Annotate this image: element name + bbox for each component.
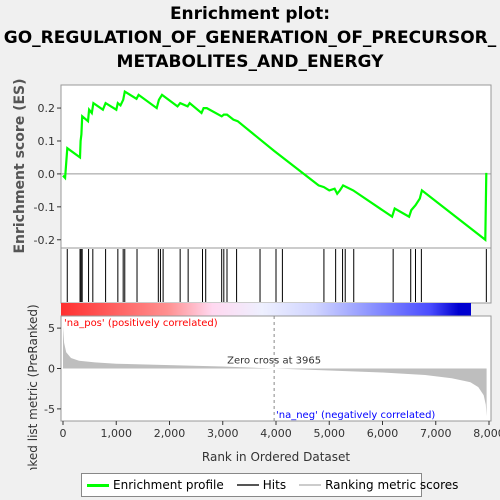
legend-metric: Ranking metric scores (299, 478, 458, 492)
es-y-tick-label: 0.2 (38, 102, 56, 115)
rank-color-bar (61, 303, 471, 316)
metric-y-tick-label: 0 (48, 363, 55, 376)
es-y-ticks: -0.2 -0.1 0.0 0.1 0.2 (34, 102, 61, 247)
es-y-axis-label: Enrichment score (ES) (12, 78, 28, 253)
x-tick-label: 2,000 (154, 427, 186, 440)
es-y-tick-label: -0.1 (34, 201, 55, 214)
legend-enrichment-label: Enrichment profile (113, 478, 224, 492)
title-line-1: Enrichment plot: (169, 4, 331, 24)
hit-markers (66, 249, 487, 302)
title-line-3: METABOLITES_AND_ENERGY (116, 52, 384, 72)
x-tick-label: 0 (60, 427, 67, 440)
ranking-metric-area (63, 326, 487, 417)
metric-x-ticks: 0 1,000 2,000 3,000 4,000 5,000 6,000 7,000 8,00… (60, 421, 500, 440)
pos-correlated-label: 'na_pos' (positively correlated) (64, 318, 218, 329)
x-tick-label: 1,000 (101, 427, 133, 440)
enrichment-profile-line (62, 89, 488, 243)
legend-metric-swatch (299, 484, 322, 486)
es-y-tick-label: 0.0 (38, 168, 56, 181)
es-panel (60, 84, 492, 249)
metric-y-tick-label: -5 (44, 403, 55, 416)
metric-y-tick-label: 5 (48, 322, 55, 335)
x-tick-label: 8,000 (473, 427, 500, 440)
x-axis-label: Rank in Ordered Dataset (202, 450, 350, 464)
x-tick-label: 7,000 (420, 427, 452, 440)
x-tick-label: 4,000 (260, 427, 292, 440)
title-line-2: GO_REGULATION_OF_GENERATION_OF_PRECURSOR… (3, 28, 497, 48)
metric-y-ticks: -5 0 5 (44, 322, 61, 416)
legend-hits-swatch (236, 484, 259, 486)
x-tick-label: 6,000 (367, 427, 399, 440)
x-tick-label: 3,000 (207, 427, 239, 440)
es-y-tick-label: 0.1 (38, 135, 56, 148)
enrichment-chart: -0.2-0.10.00.10.2 Enrichment score (ES) … (12, 78, 500, 470)
legend-enrichment: Enrichment profile (87, 478, 224, 492)
legend-enrichment-swatch (87, 483, 109, 487)
x-tick-label: 5,000 (314, 427, 346, 440)
metric-y-axis-label: Ranked list metric (PreRanked) (26, 304, 40, 470)
neg-correlated-label: 'na_neg' (negatively correlated) (276, 410, 435, 421)
legend-hits-label: Hits (262, 478, 287, 492)
es-y-tick-label: -0.2 (34, 234, 55, 247)
legend-hits: Hits (236, 478, 287, 492)
chart-title: Enrichment plot: GO_REGULATION_OF_GENERA… (0, 2, 500, 74)
zero-cross-label: Zero cross at 3965 (227, 356, 321, 367)
legend-metric-label: Ranking metric scores (325, 478, 459, 492)
legend: Enrichment profile Hits Ranking metric s… (81, 473, 458, 497)
